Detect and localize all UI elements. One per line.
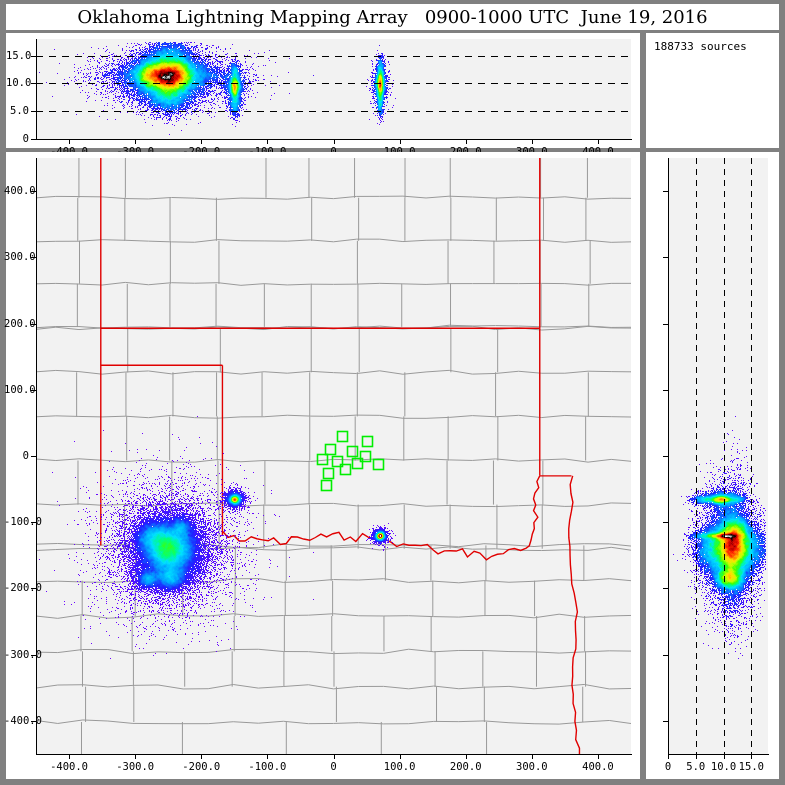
axis-tick [31, 55, 36, 57]
axis-tick [69, 139, 71, 144]
axis-tick [531, 754, 533, 759]
axis-tick [267, 754, 269, 759]
y-tick-label: -200.0 [4, 582, 42, 595]
x-tick-label: 200.0 [449, 761, 482, 773]
axis-tick [135, 139, 137, 144]
y-tick-label: -400.0 [4, 714, 42, 727]
axis-line [36, 158, 37, 755]
axis-tick [31, 389, 36, 391]
top-source-scatter [36, 39, 631, 139]
axis-tick [31, 588, 36, 590]
axis-tick [597, 139, 599, 144]
axis-tick [201, 139, 203, 144]
y-tick-label: 0 [22, 133, 29, 145]
page-title: Oklahoma Lightning Mapping Array 0900-10… [77, 6, 708, 28]
axis-tick [531, 139, 533, 144]
axis-tick [31, 522, 36, 524]
y-tick-label: 100.0 [4, 383, 36, 396]
axis-tick [31, 323, 36, 325]
axis-tick [663, 522, 668, 524]
axis-tick [663, 257, 668, 259]
axis-tick [465, 754, 467, 759]
x-tick-label: -400.0 [50, 761, 89, 773]
axis-tick [663, 191, 668, 193]
axis-tick [31, 111, 36, 113]
y-tick-label: -300.0 [4, 648, 42, 661]
x-tick-label: 0 [664, 761, 672, 773]
axis-tick [69, 754, 71, 759]
x-tick-label: 15.0 [738, 761, 764, 773]
panel-east-west-altitude: -400.0-300.0-200.0-100.00100.0200.0300.0… [6, 33, 640, 158]
x-tick-label: -200.0 [182, 761, 221, 773]
y-tick-label: -100.0 [4, 516, 42, 529]
x-tick-label: 100.0 [383, 761, 416, 773]
axis-tick [31, 83, 36, 85]
axis-line [668, 754, 769, 755]
axis-tick [597, 754, 599, 759]
x-tick-label: 5.0 [686, 761, 706, 773]
x-tick-label: -100.0 [248, 761, 287, 773]
axis-tick [663, 389, 668, 391]
y-tick-label: 300.0 [4, 251, 36, 264]
axis-line [36, 39, 37, 140]
y-tick-label: 200.0 [4, 317, 36, 330]
axis-tick [31, 720, 36, 722]
y-tick-label: 400.0 [4, 185, 36, 198]
axis-tick [663, 720, 668, 722]
axis-tick [723, 754, 725, 759]
axis-tick [31, 456, 36, 457]
source-count-box: 188733 sources [646, 33, 779, 148]
axis-line [668, 158, 669, 755]
axis-tick [695, 754, 697, 759]
x-tick-label: 0 [330, 761, 337, 773]
source-count-label: 188733 sources [654, 40, 747, 53]
axis-tick [399, 139, 401, 144]
axis-tick [465, 139, 467, 144]
axis-tick [31, 654, 36, 656]
axis-tick [267, 139, 269, 144]
x-tick-label: 400.0 [582, 761, 614, 773]
y-tick-label: 0 [22, 450, 29, 462]
x-tick-label: 300.0 [516, 761, 548, 773]
x-tick-label: 10.0 [710, 761, 737, 773]
axis-tick [31, 191, 36, 193]
axis-tick [201, 754, 203, 759]
axis-tick [333, 139, 335, 144]
axis-tick [751, 754, 753, 759]
axis-tick [135, 754, 137, 759]
axis-tick [668, 754, 669, 759]
axis-tick [663, 323, 668, 325]
x-tick-label: -300.0 [116, 761, 155, 773]
axis-tick [399, 754, 401, 759]
map-geography-and-sources [36, 158, 631, 754]
y-tick-label: 10.0 [6, 77, 32, 90]
panel-plan-view-map: -400.0 -300.0 -200.0 -100.0 0 100.0 200.0 300.0… [4, 152, 640, 779]
axis-tick [663, 456, 668, 457]
title-bar: Oklahoma Lightning Mapping Array 0900-10… [6, 4, 779, 30]
panel-altitude-north-south: 0 5.0 10.0 15.0 [646, 152, 779, 779]
y-tick-label: 5.0 [10, 105, 29, 118]
axis-tick [31, 257, 36, 259]
axis-tick [333, 754, 335, 759]
right-source-scatter [668, 158, 768, 754]
y-tick-label: 15.0 [6, 49, 32, 62]
axis-tick [663, 654, 668, 656]
axis-tick [31, 139, 36, 140]
axis-tick [663, 588, 668, 590]
